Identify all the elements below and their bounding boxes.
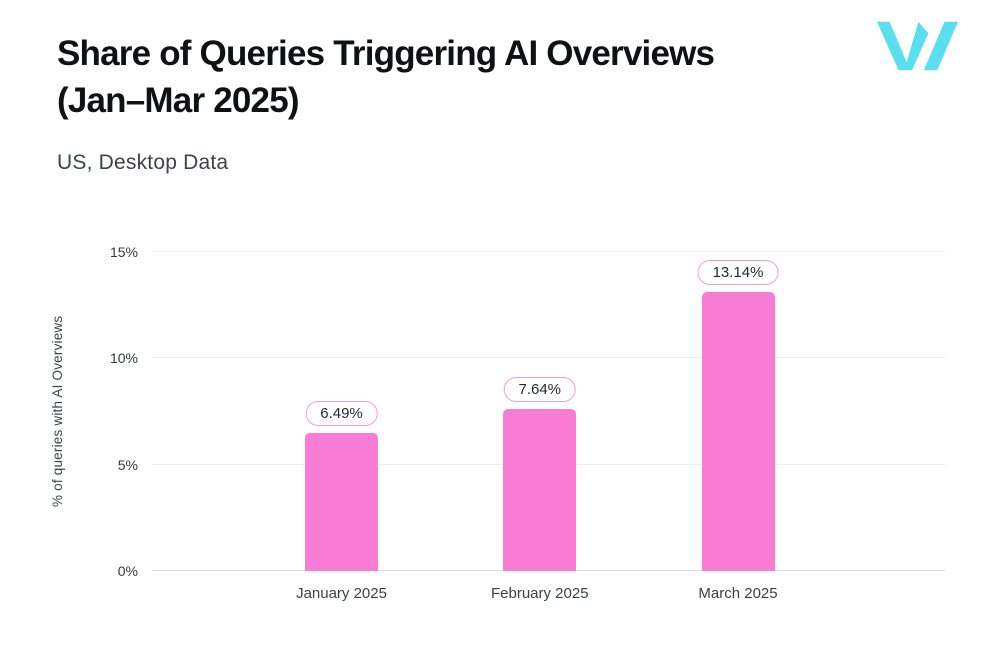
value-label-pill: 13.14%: [697, 259, 779, 285]
y-tick-label-10: 10%: [109, 350, 138, 367]
page-title: Share of Queries Triggering AI Overviews…: [57, 30, 877, 124]
plot-area: 0% 5% 10% 15% 6.49% January 2025 7.64% February…: [110, 244, 945, 602]
y-tick-label-5: 5%: [117, 456, 138, 473]
x-axis-label: February 2025: [490, 585, 589, 602]
gridline-10: [152, 357, 945, 359]
y-tick-label-0: 0%: [117, 563, 138, 579]
y-tick-label-15: 15%: [109, 244, 138, 260]
value-label-pill: 7.64%: [503, 376, 577, 402]
y-axis-title: % of queries with AI Overviews: [50, 315, 65, 508]
x-axis-label: March 2025: [698, 585, 778, 602]
x-axis-label: January 2025: [296, 585, 387, 602]
bar-group-march-2025: 13.14% March 2025: [697, 252, 779, 602]
gridline-15: [152, 251, 945, 252]
page-title-line1: Share of Queries Triggering AI Overviews: [57, 34, 715, 73]
bar-january-2025: [305, 432, 379, 571]
page-subtitle: US, Desktop Data: [57, 151, 229, 174]
brand-w-logo-icon: [877, 21, 958, 71]
w-logo-right-stroke: [923, 21, 958, 71]
page-title-line2: (Jan–Mar 2025): [57, 81, 300, 120]
bar-march-2025: [701, 291, 775, 571]
bar-february-2025: [503, 408, 577, 571]
bar-group-february-2025: 7.64% February 2025: [491, 252, 589, 602]
bar-group-january-2025: 6.49% January 2025: [296, 252, 387, 602]
value-label-pill: 6.49%: [305, 400, 378, 426]
w-logo-left-stroke: [877, 21, 929, 71]
